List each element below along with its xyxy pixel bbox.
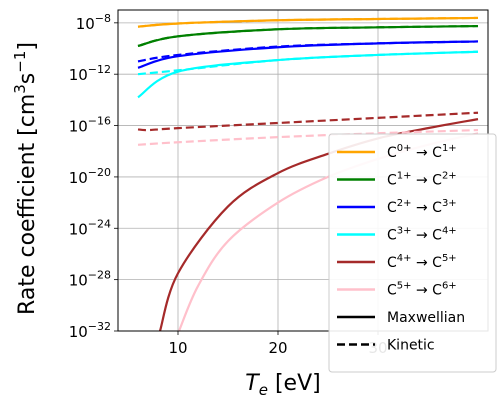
series-5-kinetic-line: [137, 128, 479, 146]
x-axis-label: Te [eV]: [245, 371, 320, 397]
series-1-maxwellian-line: [137, 24, 479, 48]
series-3-maxwellian-line: [137, 50, 479, 99]
y-tick-label: 10−24: [69, 217, 111, 238]
y-tick-label: 10−12: [69, 63, 111, 84]
series-4-maxwellian-line: [158, 118, 479, 331]
legend-style-1: Kinetic: [387, 338, 435, 354]
y-tick-label: 10−32: [69, 320, 111, 341]
y-tick-label: 10−8: [76, 12, 111, 33]
series-2-maxwellian-line: [137, 40, 479, 69]
legend: C0+ → C1+ C1+ → C2+ C2+ → C3+ C3+ → C4+ C4+ …: [328, 133, 497, 373]
x-tick-label: 20: [268, 339, 287, 357]
legend-entry-0: C0+ → C1+: [387, 143, 457, 161]
y-tick-label: 10−16: [69, 115, 111, 136]
legend-style-0: Maxwellian: [387, 310, 465, 326]
y-axis-label: Rate coefficient [cm3s−1]: [11, 42, 40, 315]
series-0-maxwellian-line: [137, 16, 479, 28]
series-clip-group: [137, 16, 479, 331]
y-tick-label: 10−28: [69, 269, 111, 290]
legend-entry-1: C1+ → C2+: [387, 171, 457, 189]
series-layer: [137, 16, 479, 331]
legend-box: [328, 133, 497, 373]
legend-entry-5: C5+ → C6+: [387, 281, 457, 299]
legend-entry-2: C2+ → C3+: [387, 198, 457, 216]
x-tick-label: 10: [168, 339, 187, 357]
legend-entry-4: C4+ → C5+: [387, 253, 457, 271]
legend-entry-3: C3+ → C4+: [387, 226, 457, 244]
y-tick-label: 10−20: [69, 166, 111, 187]
